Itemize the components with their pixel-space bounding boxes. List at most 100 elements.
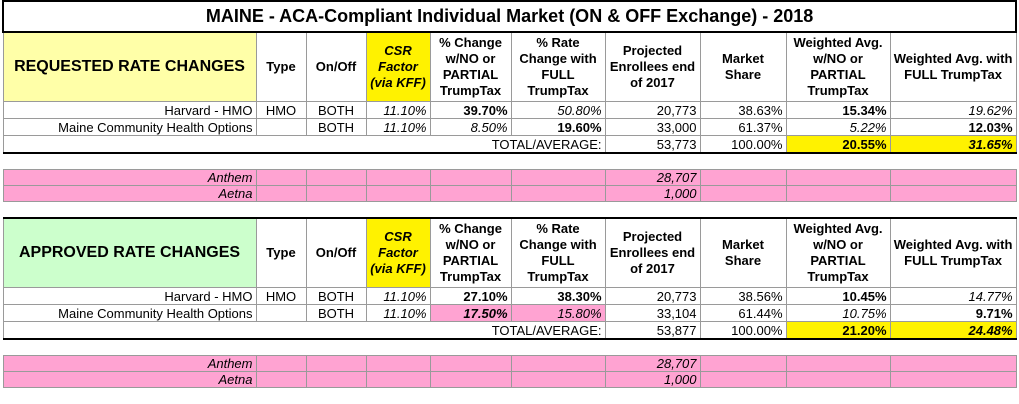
other-row: Aetna 1,000 <box>2 371 1017 388</box>
cell: 19.62% <box>889 101 1017 119</box>
column-header: CSR Factor (via KFF) <box>365 31 431 102</box>
insurer: Aetna <box>2 185 257 202</box>
empty <box>785 185 891 202</box>
total-label: TOTAL/AVERAGE: <box>2 321 606 340</box>
empty <box>785 371 891 388</box>
total-cell: 53,877 <box>604 321 701 340</box>
column-header: % Change w/NO or PARTIAL TrumpTax <box>429 217 512 288</box>
cell: 10.75% <box>785 304 891 322</box>
column-header: Market Share <box>699 31 787 102</box>
cell: 17.50% <box>429 304 512 322</box>
cell: 15.34% <box>785 101 891 119</box>
total-cell: 100.00% <box>699 135 787 154</box>
total-row: TOTAL/AVERAGE: 53,773 100.00% 20.55% 31.65% <box>2 135 1017 154</box>
blank <box>3 201 1017 219</box>
total-cell: 24.48% <box>889 321 1017 340</box>
data-row: Harvard - HMO HMO BOTH 11.10% 27.10% 38.30% 20… <box>2 287 1017 305</box>
empty <box>699 185 787 202</box>
insurer: Aetna <box>2 371 257 388</box>
total-row: TOTAL/AVERAGE: 53,877 100.00% 21.20% 24.48% <box>2 321 1017 340</box>
column-header: Weighted Avg. with FULL TrumpTax <box>889 31 1017 102</box>
cell: 11.10% <box>365 101 431 119</box>
empty <box>429 185 512 202</box>
column-header: % Rate Change with FULL TrumpTax <box>510 217 606 288</box>
cell: 9.71% <box>889 304 1017 322</box>
empty <box>699 169 787 186</box>
cell: 11.10% <box>365 304 431 322</box>
blank <box>3 338 1017 356</box>
empty <box>429 355 512 372</box>
data-row: Maine Community Health Options BOTH 11.10%… <box>2 304 1017 322</box>
cell: 33,000 <box>604 118 701 136</box>
cell: 33,104 <box>604 304 701 322</box>
cell: HMO <box>255 287 307 305</box>
empty <box>429 169 512 186</box>
empty <box>889 371 1017 388</box>
column-header: Weighted Avg. w/NO or PARTIAL TrumpTax <box>785 217 891 288</box>
cell: 39.70% <box>429 101 512 119</box>
total-cell: 53,773 <box>604 135 701 154</box>
cell: 11.10% <box>365 287 431 305</box>
column-header: CSR Factor (via KFF) <box>365 217 431 288</box>
cell: 38.56% <box>699 287 787 305</box>
empty <box>305 355 367 372</box>
cell: 5.22% <box>785 118 891 136</box>
cell: 50.80% <box>510 101 606 119</box>
empty <box>510 355 606 372</box>
header-row: APPROVED RATE CHANGES Type On/Off CSR Facto… <box>2 217 1017 288</box>
empty <box>305 169 367 186</box>
other-row: Anthem 28,707 <box>2 169 1017 186</box>
empty <box>305 371 367 388</box>
empty <box>510 169 606 186</box>
empty <box>510 185 606 202</box>
blank-row <box>3 152 1017 170</box>
blank-row <box>3 338 1017 356</box>
title: MAINE - ACA-Compliant Individual Market … <box>1 0 1018 33</box>
cell: 14.77% <box>889 287 1017 305</box>
cell: 27.10% <box>429 287 512 305</box>
cell: BOTH <box>305 101 367 119</box>
enrollees: 1,000 <box>604 185 701 202</box>
total-cell: 21.20% <box>785 321 891 340</box>
empty <box>255 169 307 186</box>
column-header: Market Share <box>699 217 787 288</box>
blank-row <box>3 201 1017 219</box>
empty <box>510 371 606 388</box>
header-row: REQUESTED RATE CHANGES Type On/Off CSR Fact… <box>2 31 1017 102</box>
enrollees: 28,707 <box>604 169 701 186</box>
empty <box>365 355 431 372</box>
empty <box>889 169 1017 186</box>
cell <box>255 304 307 322</box>
empty <box>699 355 787 372</box>
cell: HMO <box>255 101 307 119</box>
cell: 38.63% <box>699 101 787 119</box>
empty <box>429 371 512 388</box>
data-row: Harvard - HMO HMO BOTH 11.10% 39.70% 50.80% 20… <box>2 101 1017 119</box>
column-header: Weighted Avg. w/NO or PARTIAL TrumpTax <box>785 31 891 102</box>
insurer: Anthem <box>2 169 257 186</box>
empty <box>785 355 891 372</box>
cell: 8.50% <box>429 118 512 136</box>
title-row: MAINE - ACA-Compliant Individual Market … <box>1 0 1018 33</box>
total-label: TOTAL/AVERAGE: <box>2 135 606 154</box>
cell: 19.60% <box>510 118 606 136</box>
empty <box>699 371 787 388</box>
total-cell: 100.00% <box>699 321 787 340</box>
cell: Maine Community Health Options <box>2 304 257 322</box>
empty <box>785 169 891 186</box>
cell: 61.44% <box>699 304 787 322</box>
cell: 61.37% <box>699 118 787 136</box>
empty <box>889 185 1017 202</box>
enrollees: 28,707 <box>604 355 701 372</box>
total-cell: 20.55% <box>785 135 891 154</box>
column-header: On/Off <box>305 217 367 288</box>
empty <box>255 185 307 202</box>
cell: 15.80% <box>510 304 606 322</box>
empty <box>255 371 307 388</box>
section-label: APPROVED RATE CHANGES <box>2 217 257 288</box>
column-header: % Change w/NO or PARTIAL TrumpTax <box>429 31 512 102</box>
empty <box>889 355 1017 372</box>
empty <box>365 169 431 186</box>
cell: Harvard - HMO <box>2 101 257 119</box>
